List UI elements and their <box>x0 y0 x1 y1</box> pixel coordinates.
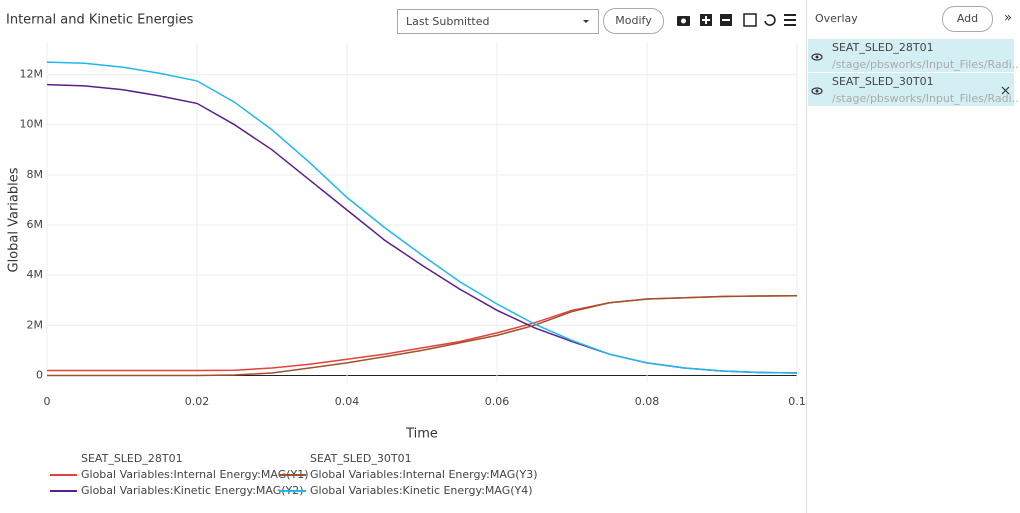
dropdown[interactable] <box>397 9 599 34</box>
y-tick-label: 12M <box>20 68 44 81</box>
save-icon[interactable] <box>743 13 757 27</box>
collapse-button[interactable]: » <box>1004 11 1012 26</box>
add-label: Add <box>957 12 978 25</box>
y-tick-label: 8M <box>27 168 44 181</box>
legend-icon[interactable] <box>784 14 796 26</box>
eye-icon[interactable] <box>811 87 823 95</box>
x-tick-label: 0.02 <box>185 395 210 408</box>
chart-title: Internal and Kinetic Energies <box>6 13 194 28</box>
x-tick-label: 0.08 <box>635 395 660 408</box>
overlay-name: SEAT_SLED_28T01 <box>832 41 934 54</box>
y-tick-label: 10M <box>20 118 44 131</box>
reset-icon[interactable] <box>764 14 776 26</box>
modify-label: Modify <box>615 14 652 27</box>
dropdown-caret <box>583 20 589 23</box>
legend-label[interactable]: Global Variables:Kinetic Energy:MAG(Y2) <box>81 484 304 497</box>
plus-sign <box>702 16 710 24</box>
y-tick-label: 0 <box>36 368 43 381</box>
series-line <box>47 294 798 377</box>
camera-lens <box>681 18 686 24</box>
eye-pupil <box>815 55 819 59</box>
legend-label[interactable]: Global Variables:Kinetic Energy:MAG(Y4) <box>310 484 533 497</box>
toolbar <box>677 13 796 27</box>
modify-button[interactable] <box>603 8 664 34</box>
x-tick-label: 0.06 <box>485 395 510 408</box>
remove-icon[interactable] <box>1001 86 1010 95</box>
overlay-label: Overlay <box>815 12 858 25</box>
x-axis-title: Time <box>405 427 438 442</box>
legend-label[interactable]: Global Variables:Internal Energy:MAG(Y1) <box>81 468 309 481</box>
legend-group: SEAT_SLED_28T01 <box>81 452 183 465</box>
overlay-row[interactable] <box>808 39 1014 72</box>
y-tick-label: 2M <box>27 318 44 331</box>
eye-icon[interactable] <box>811 53 823 61</box>
add-button[interactable] <box>942 6 993 32</box>
eye-pupil <box>815 89 819 93</box>
legend-label[interactable]: Global Variables:Internal Energy:MAG(Y3) <box>310 468 538 481</box>
overlay-path: /stage/pbsworks/Input_Files/Radi... <box>832 92 1020 105</box>
overlay-name: SEAT_SLED_30T01 <box>832 75 934 88</box>
overlay-path: /stage/pbsworks/Input_Files/Radi... <box>832 58 1020 71</box>
y-tick-label: 6M <box>27 218 44 231</box>
overlay-row[interactable] <box>808 73 1014 106</box>
x-tick-label: 0.1 <box>788 395 806 408</box>
x-tick-label: 0 <box>44 395 51 408</box>
y-tick-label: 4M <box>27 268 44 281</box>
legend-group: SEAT_SLED_30T01 <box>310 452 412 465</box>
y-axis-title: Global Variables <box>7 167 22 272</box>
dropdown-text: Last Submitted <box>406 15 490 28</box>
x-tick-label: 0.04 <box>335 395 360 408</box>
series-line <box>46 61 798 374</box>
